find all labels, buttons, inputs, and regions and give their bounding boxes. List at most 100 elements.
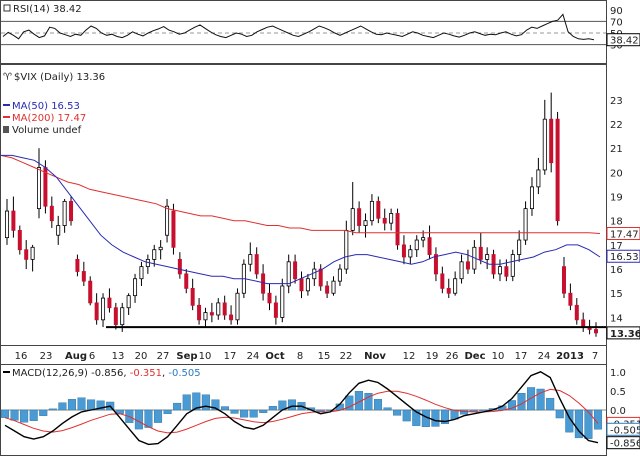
price-title: $VIX (Daily) xyxy=(14,72,73,83)
candle-body-1 xyxy=(11,210,16,231)
macd-hist-bar-62 xyxy=(593,409,603,430)
svg-text:Volume undef: Volume undef xyxy=(12,125,82,136)
volume-legend-name: Volume xyxy=(12,125,49,136)
candle-body-40 xyxy=(261,273,266,294)
x-tick-label-4: 13 xyxy=(112,351,125,362)
macd-hist-bar-26 xyxy=(249,409,258,418)
macd-hist-bar-27 xyxy=(259,409,268,413)
candle-body-32 xyxy=(209,312,214,316)
price-last-tag-label-2: 13.36 xyxy=(610,329,640,340)
candle-body-25 xyxy=(165,205,170,236)
candle-body-77 xyxy=(497,266,502,275)
macd-signal-value: -0.351 xyxy=(130,368,162,379)
price-last-tag-box-0 xyxy=(606,227,640,241)
x-tick-label-11: Oct xyxy=(265,351,284,362)
candle-body-66 xyxy=(427,237,432,255)
candle-body-48 xyxy=(312,268,317,280)
x-tick-label-3: 6 xyxy=(89,351,95,362)
macd-hist-bar-0 xyxy=(0,409,10,418)
candle-body-52 xyxy=(337,268,342,282)
macd-hist-bar-46 xyxy=(440,409,449,424)
ma200-line xyxy=(0,154,601,234)
macd-hist-bar-36 xyxy=(345,395,354,411)
price-ytick-22: 22 xyxy=(610,120,623,131)
svg-text:MACD(12,26,9) -0.856, -0.351,: MACD(12,26,9) -0.856, -0.351, -0.505 xyxy=(12,368,201,379)
x-tick-label-12: 8 xyxy=(297,351,303,362)
x-tick-label-16: 12 xyxy=(403,351,416,362)
macd-hist-bar-57 xyxy=(546,397,555,411)
macd-hist-bar-3 xyxy=(29,409,38,421)
macd-hist-bar-37 xyxy=(354,391,363,411)
macd-hist-bar-1 xyxy=(10,409,19,421)
x-tick-label-20: 10 xyxy=(492,351,505,362)
candle-body-7 xyxy=(49,205,54,222)
candle-body-12 xyxy=(81,271,86,282)
candle-body-88 xyxy=(568,292,573,306)
x-tick-label-0: 16 xyxy=(15,351,28,362)
macd-hist-bar-18 xyxy=(173,402,182,411)
rsi-ytick-70: 70 xyxy=(610,17,623,28)
candle-body-39 xyxy=(254,254,259,275)
candle-body-83 xyxy=(536,169,541,188)
price-symbol-icon: ♈ xyxy=(3,72,12,83)
macd-hist-bar-8 xyxy=(77,397,86,411)
candle-body-42 xyxy=(273,302,278,318)
x-tick-label-18: 26 xyxy=(446,351,459,362)
candle-body-4 xyxy=(30,246,35,260)
macd-title: MACD(12,26,9) xyxy=(12,368,88,379)
candle-body-53 xyxy=(344,229,349,270)
x-tick-label-2: Aug xyxy=(65,351,87,362)
candle-body-29 xyxy=(190,287,195,306)
candle-body-45 xyxy=(293,261,298,280)
volume-legend-icon xyxy=(3,126,9,133)
macd-hist-bar-21 xyxy=(201,394,210,411)
candle-body-72 xyxy=(465,261,470,270)
candle-body-75 xyxy=(485,254,490,260)
candle-body-47 xyxy=(305,278,310,292)
macd-hist-bar-19 xyxy=(182,394,191,411)
macd-hist-value: -0.505 xyxy=(168,368,200,379)
candle-body-60 xyxy=(389,213,394,224)
price-legend-bg xyxy=(1,67,99,133)
macd-hist-bar-2 xyxy=(20,409,29,423)
price-ytick-14: 14 xyxy=(610,313,623,324)
candle-body-65 xyxy=(421,237,426,241)
candle-body-49 xyxy=(318,268,323,287)
price-ytick-21: 21 xyxy=(610,144,623,155)
candle-body-86 xyxy=(555,118,560,222)
price-ytick-19: 19 xyxy=(610,193,623,204)
macd-hist-bar-61 xyxy=(584,409,593,439)
macd-last-value-tags: -0.351-0.505-0.856 xyxy=(606,416,640,450)
candle-body-16 xyxy=(107,297,112,309)
x-tick-label-6: 27 xyxy=(157,351,170,362)
macd-hist-bar-5 xyxy=(48,408,57,411)
price-title-value: 13.36 xyxy=(76,72,105,83)
macd-hist-bar-22 xyxy=(211,399,220,411)
macd-hist-bar-50 xyxy=(479,409,488,411)
volume-legend-value: undef xyxy=(52,125,81,136)
macd-hist-bar-54 xyxy=(517,393,526,411)
candle-body-50 xyxy=(325,285,330,294)
x-tick-label-14: 22 xyxy=(340,351,353,362)
macd-hist-bar-4 xyxy=(39,409,48,416)
price-last-tag-box-2 xyxy=(606,326,640,340)
macd-hist-bar-53 xyxy=(507,400,516,411)
macd-ytick-3: 1.0 xyxy=(610,368,626,379)
macd-last-tag-label-1: -0.505 xyxy=(610,425,640,436)
price-legend: ♈ $VIX (Daily) 13.36 MA(50) 16.53 MA(200… xyxy=(1,67,105,136)
candle-body-57 xyxy=(369,200,374,222)
macd-hist-bar-9 xyxy=(87,399,96,411)
candle-body-81 xyxy=(523,208,528,241)
candle-body-28 xyxy=(184,273,189,289)
candle-body-74 xyxy=(478,246,483,260)
rsi-line xyxy=(2,13,595,41)
candle-body-20 xyxy=(133,278,138,297)
candle-body-33 xyxy=(216,302,221,316)
macd-hist-bar-28 xyxy=(268,405,277,411)
macd-hist-bar-59 xyxy=(565,409,574,433)
macd-hist-bar-30 xyxy=(287,399,296,411)
candle-body-70 xyxy=(453,278,458,294)
macd-ytick-2: 0.5 xyxy=(610,387,626,398)
candle-body-18 xyxy=(120,307,125,326)
rsi-last-value-tag: 38.42 xyxy=(606,33,640,47)
